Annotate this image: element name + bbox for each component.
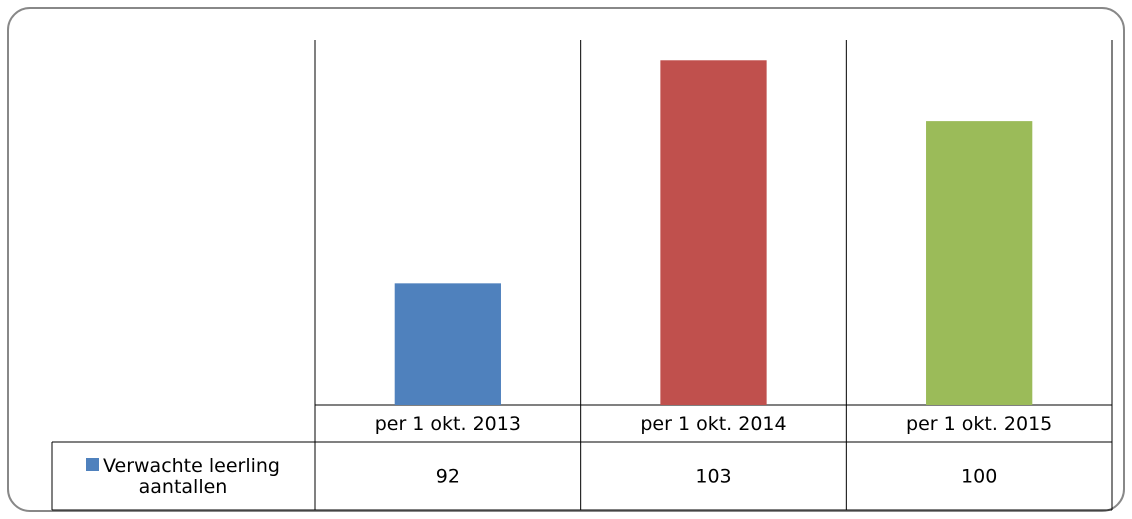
- bar: [926, 121, 1033, 405]
- category-label: per 1 okt. 2013: [375, 413, 521, 435]
- legend-label: Verwachte leerling aantallen: [102, 455, 280, 498]
- table-value: 103: [695, 466, 731, 488]
- category-label: per 1 okt. 2015: [906, 413, 1052, 435]
- legend-cell: Verwachte leerling aantallen: [54, 446, 312, 508]
- table-value: 100: [961, 466, 997, 488]
- chart-frame: [7, 7, 1125, 512]
- bar: [660, 60, 767, 406]
- table-value: 92: [436, 466, 460, 488]
- legend-swatch: [85, 458, 99, 471]
- category-label: per 1 okt. 2014: [640, 413, 786, 435]
- bar: [394, 283, 501, 405]
